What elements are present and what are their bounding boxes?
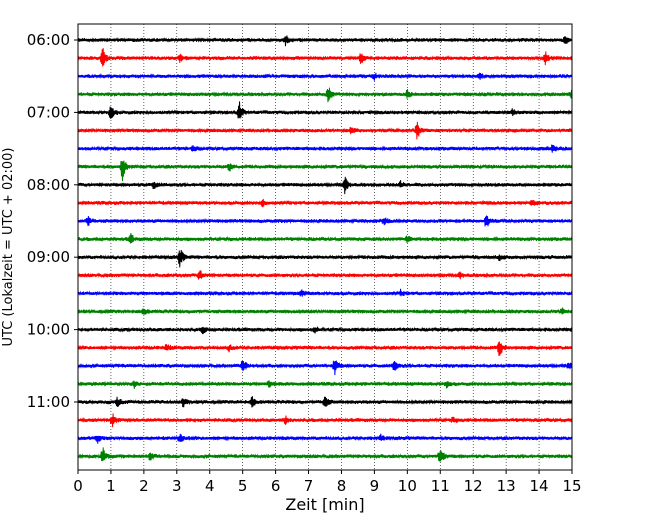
x-tick-label: 13 [497, 477, 516, 495]
trace-0615 [77, 48, 573, 67]
x-tick-label: 12 [464, 477, 483, 495]
trace-1030 [77, 360, 573, 376]
x-axis-label: Zeit [min] [285, 495, 364, 514]
trace-0930 [77, 288, 573, 297]
grid [110, 24, 540, 470]
x-tick-label: 2 [139, 477, 149, 495]
x-tick-label: 11 [431, 477, 450, 495]
y-tick-label: 06:00 [27, 31, 70, 49]
trace-1100 [77, 396, 573, 408]
trace-0815 [77, 198, 573, 208]
trace-0630 [77, 72, 573, 81]
y-tick-label: 07:00 [27, 103, 70, 121]
trace-0645 [77, 87, 573, 103]
x-axis: 0 1 2 3 4 5 6 7 8 9 10 11 12 13 14 15 [73, 470, 582, 495]
y-axis-label: UTC (Lokalzeit = UTC + 02:00) [1, 148, 16, 347]
x-tick-label: 0 [73, 477, 83, 495]
x-tick-label: 7 [304, 477, 314, 495]
y-tick-label: 09:00 [27, 248, 70, 266]
plot-frame [77, 23, 573, 471]
seismic-traces [77, 35, 573, 462]
x-tick-label: 4 [205, 477, 215, 495]
y-tick-label: 10:00 [27, 321, 70, 339]
trace-1045 [77, 380, 573, 389]
y-tick-label: 08:00 [27, 176, 70, 194]
trace-0800 [77, 176, 573, 195]
trace-0745 [77, 160, 573, 182]
trace-0945 [77, 307, 573, 315]
x-tick-label: 9 [370, 477, 380, 495]
trace-1115 [77, 413, 573, 428]
x-tick-label: 5 [238, 477, 248, 495]
trace-1145 [77, 447, 573, 462]
x-tick-label: 14 [530, 477, 549, 495]
trace-0845 [77, 232, 573, 244]
x-tick-label: 15 [562, 477, 581, 495]
y-axis: 06:00 07:00 08:00 09:00 10:00 11:00 [27, 31, 78, 411]
trace-0700 [77, 101, 573, 119]
x-tick-label: 6 [271, 477, 281, 495]
x-tick-label: 1 [106, 477, 116, 495]
trace-0715 [77, 121, 573, 140]
trace-0900 [77, 249, 573, 268]
x-tick-label: 10 [398, 477, 417, 495]
x-tick-label: 8 [337, 477, 347, 495]
x-tick-label: 3 [172, 477, 182, 495]
trace-0830 [77, 215, 573, 227]
trace-0730 [77, 144, 573, 153]
trace-1015 [77, 341, 573, 356]
trace-1000 [77, 326, 573, 335]
trace-1130 [77, 433, 573, 444]
trace-0915 [77, 270, 573, 280]
trace-0600 [77, 35, 573, 47]
y-tick-label: 11:00 [27, 393, 70, 411]
